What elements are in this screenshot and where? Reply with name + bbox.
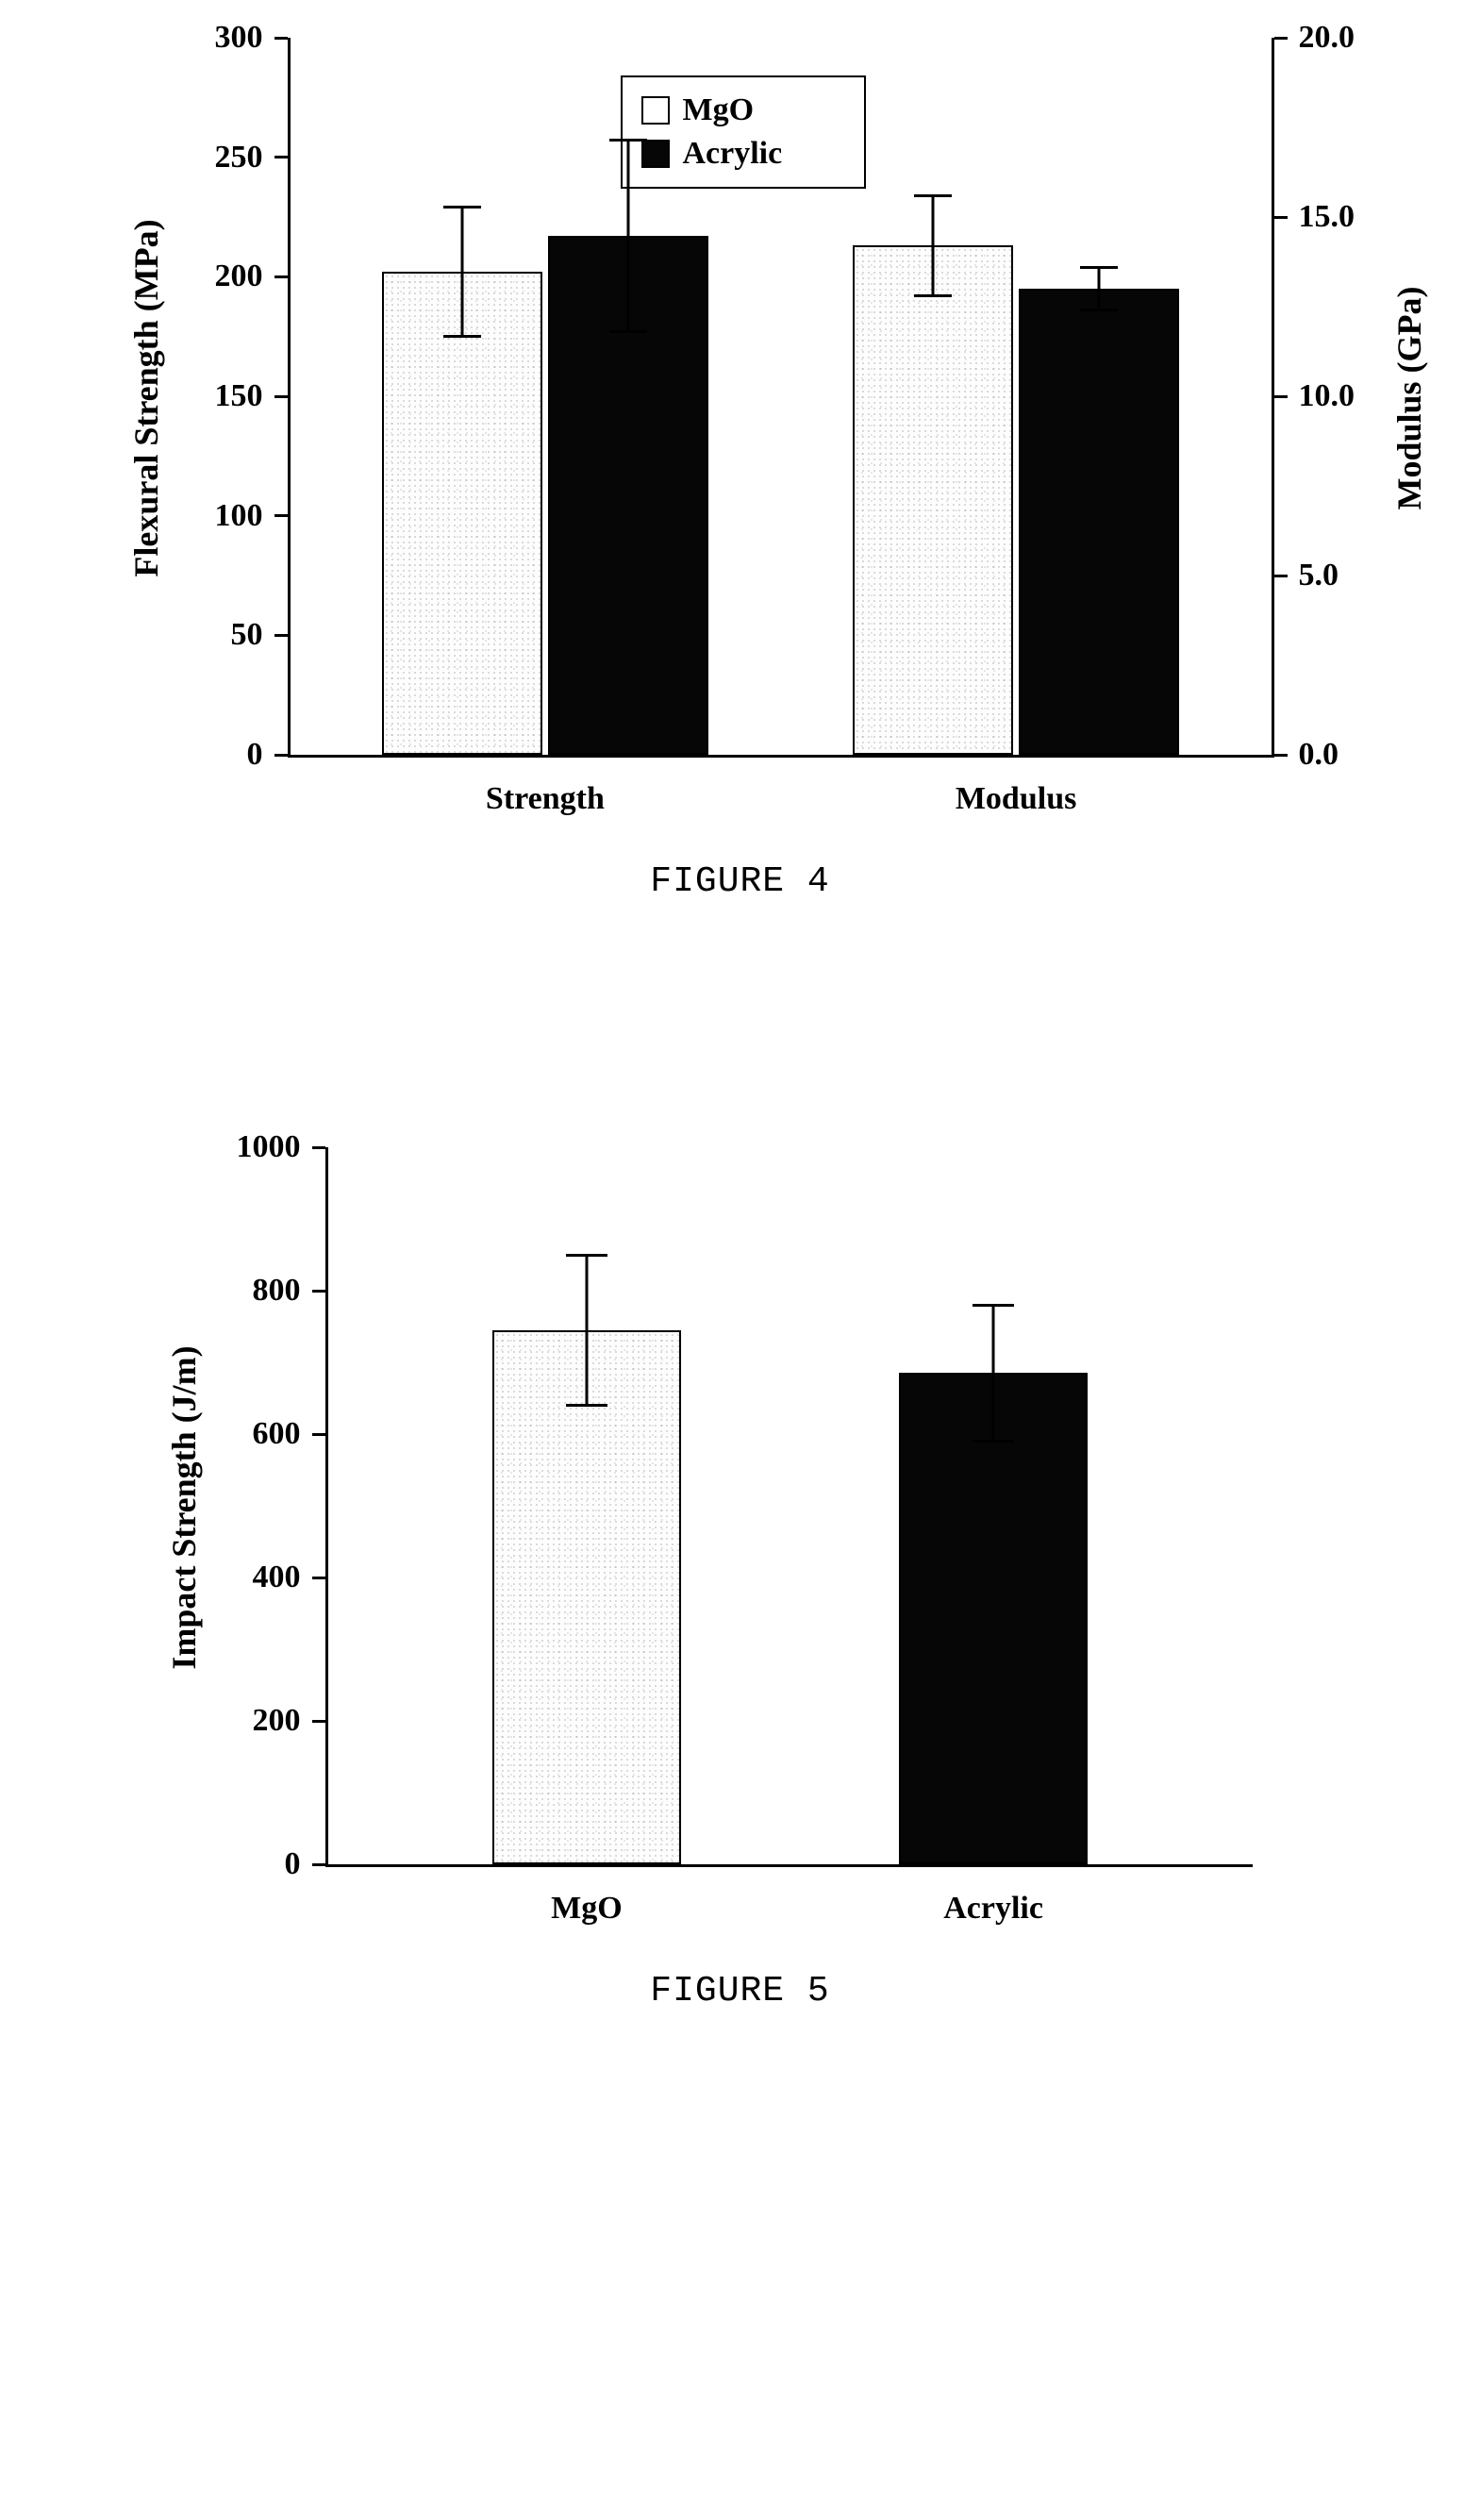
y-tick (312, 1863, 325, 1866)
y-tick (274, 514, 288, 517)
error-bar (932, 195, 935, 295)
y-tick-label: 150 (215, 378, 263, 414)
error-cap (973, 1304, 1014, 1307)
y-tick-label: 300 (215, 20, 263, 56)
y-tick (1274, 395, 1288, 398)
error-cap (443, 206, 481, 209)
figure-5-caption: FIGURE 5 (108, 1971, 1372, 2011)
legend-item: MgO (641, 89, 845, 132)
error-bar (585, 1255, 588, 1406)
legend-swatch (641, 140, 670, 168)
error-cap (566, 1404, 607, 1407)
error-cap (609, 139, 647, 142)
y-tick (1274, 216, 1288, 219)
y-tick-label: 600 (253, 1416, 301, 1452)
error-bar (626, 141, 629, 332)
legend-swatch (641, 96, 670, 125)
legend-label: Acrylic (683, 136, 783, 172)
y-tick-label: 0.0 (1299, 737, 1339, 773)
y-tick-label: 20.0 (1299, 20, 1355, 56)
y-tick-label: 5.0 (1299, 558, 1339, 593)
y-tick-label: 200 (215, 259, 263, 294)
y-tick (274, 634, 288, 637)
y-tick-label: 15.0 (1299, 199, 1355, 235)
y-tick (274, 395, 288, 398)
y-tick (312, 1720, 325, 1723)
y-tick-label: 0 (247, 737, 263, 773)
error-cap (914, 294, 952, 297)
error-bar (1098, 267, 1101, 310)
figure-4-block: 050100150200250300 0.05.010.015.020.0 Mg… (108, 38, 1372, 902)
y-tick-label: 1000 (237, 1129, 301, 1165)
figure-4-caption: FIGURE 4 (108, 861, 1372, 902)
y-tick (1274, 37, 1288, 40)
y-tick-label: 800 (253, 1273, 301, 1309)
y-tick-label: 50 (231, 617, 263, 653)
x-category-label: MgO (551, 1891, 623, 1927)
y-tick-label: 200 (253, 1703, 301, 1739)
y-tick-label: 250 (215, 140, 263, 175)
figure-4-plot-area: 050100150200250300 0.05.010.015.020.0 Mg… (288, 38, 1274, 758)
y-tick-label: 10.0 (1299, 378, 1355, 414)
bar-dark (899, 1373, 1088, 1864)
y-tick (312, 1433, 325, 1436)
bar-light (382, 272, 542, 755)
figure-4-legend: MgO Acrylic (621, 75, 866, 189)
y-tick (1274, 754, 1288, 757)
figure-5-y-axis-label: Impact Strength (J/m) (164, 1345, 204, 1669)
error-cap (914, 194, 952, 197)
error-cap (1080, 266, 1118, 269)
x-category-label: Modulus (956, 781, 1077, 817)
figure-4-right-axis-label: Modulus (GPa) (1390, 286, 1430, 509)
y-tick (274, 37, 288, 40)
y-tick (274, 754, 288, 757)
error-bar (992, 1305, 995, 1441)
x-category-label: Acrylic (943, 1891, 1043, 1927)
error-cap (1080, 309, 1118, 311)
y-tick (312, 1146, 325, 1149)
error-bar (460, 208, 463, 337)
figure-5-block: 02004006008001000 MgOAcrylic Impact Stre… (108, 1147, 1372, 2011)
page: 0 50 100 150 200 250 300 0.0 5.0 10.0 15.0 20.0 Mg… (0, 0, 1480, 2200)
bar-light (853, 245, 1013, 755)
bar-dark (1019, 289, 1179, 755)
y-tick (1274, 575, 1288, 577)
y-tick (274, 156, 288, 159)
y-tick (274, 275, 288, 278)
y-tick (312, 1577, 325, 1579)
figure-4-left-axis-label: Flexural Strength (MPa) (126, 219, 166, 576)
bar-light (492, 1330, 681, 1864)
y-tick-label: 0 (285, 1846, 301, 1882)
y-tick-label: 100 (215, 498, 263, 534)
error-cap (443, 335, 481, 338)
figure-5-plot-area: 02004006008001000 MgOAcrylic (325, 1147, 1253, 1867)
legend-item: Acrylic (641, 132, 845, 175)
y-tick (312, 1290, 325, 1293)
error-cap (973, 1440, 1014, 1443)
x-category-label: Strength (486, 781, 605, 817)
error-cap (566, 1254, 607, 1257)
error-cap (609, 330, 647, 333)
y-tick-label: 400 (253, 1560, 301, 1595)
legend-label: MgO (683, 92, 755, 128)
